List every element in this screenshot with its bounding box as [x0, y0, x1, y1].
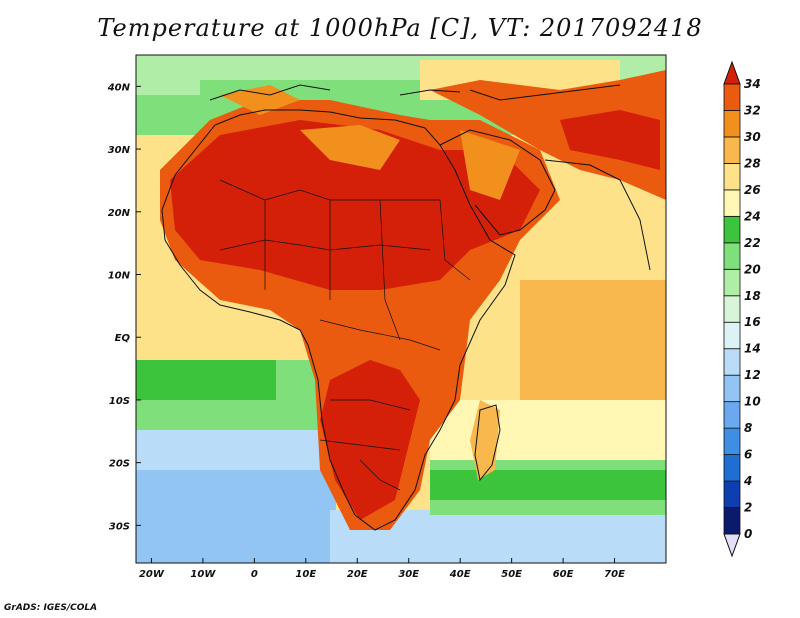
- lat-tick-label: 20N: [108, 208, 131, 219]
- colorbar-segment: [723, 507, 741, 535]
- coastlines: [161, 84, 651, 531]
- colorbar-segment: [723, 348, 741, 376]
- lon-tick-label: 20E: [347, 569, 368, 580]
- plot-frame: [135, 54, 667, 564]
- longitude-axis: 20W 10W 0 10E 20E 30E 40E 50E 60E 70E: [139, 558, 625, 580]
- colorbar-label: 16: [744, 315, 761, 329]
- colorbar-segment: [723, 454, 741, 482]
- latitude-axis: 40N 30N 20N 10N EQ 10S 20S 30S: [107, 82, 141, 532]
- colorbar-label: 6: [744, 448, 752, 462]
- colorbar-label: 34: [744, 77, 761, 91]
- colorbar-bottom-arrow: [723, 533, 741, 558]
- colorbar-segment: [723, 189, 741, 217]
- colorbar-segment: [723, 163, 741, 191]
- colorbar-top-arrow: [723, 60, 741, 85]
- colorbar-label: 2: [744, 501, 752, 515]
- colorbar-segment: [723, 242, 741, 270]
- colorbar-label: 26: [744, 183, 761, 197]
- lat-tick-label: 40N: [107, 82, 131, 93]
- lat-tick-label: 10N: [108, 271, 131, 282]
- colorbar-label: 24: [744, 209, 761, 223]
- lon-tick-label: 30E: [398, 569, 419, 580]
- colorbar-label: 10: [744, 395, 761, 409]
- lat-tick-label: EQ: [115, 333, 131, 344]
- lon-tick-label: 0: [251, 569, 258, 580]
- colorbar-label: 22: [744, 236, 761, 250]
- lat-tick-label: 10S: [109, 396, 130, 407]
- lon-tick-label: 10W: [190, 569, 216, 580]
- colorbar-label: 30: [744, 130, 761, 144]
- colorbar-label: 14: [744, 342, 761, 356]
- colorbar-segment: [723, 321, 741, 350]
- lat-tick-label: 30S: [109, 521, 130, 532]
- colorbar-label: 4: [743, 474, 752, 488]
- colorbar-segment: [723, 427, 741, 455]
- colorbar-label: 0: [744, 527, 752, 541]
- colorbar-segment: [723, 374, 741, 403]
- colorbar-label: 20: [744, 262, 761, 276]
- colorbar-segment: [723, 136, 741, 164]
- chart-title: Temperature at 1000hPa [C], VT: 20170924…: [97, 14, 703, 42]
- colorbar-segment: [723, 480, 741, 508]
- colorbar-segment: [723, 295, 741, 323]
- lon-tick-label: 50E: [501, 569, 522, 580]
- colorbar-label: 12: [744, 368, 761, 382]
- colorbar-segment: [723, 110, 741, 138]
- country-borders: [219, 179, 471, 491]
- lon-tick-label: 60E: [553, 569, 574, 580]
- lat-tick-label: 20S: [109, 459, 130, 470]
- colorbar-segment: [723, 83, 741, 111]
- lat-tick-label: 30N: [108, 145, 131, 156]
- colorbar-label: 28: [744, 156, 761, 170]
- lon-tick-label: 10E: [295, 569, 316, 580]
- lon-tick-label: 40E: [449, 569, 471, 580]
- colorbar-segment: [723, 268, 741, 297]
- colorbar-label: 18: [744, 289, 761, 303]
- colorbar-segment: [723, 401, 741, 429]
- temperature-field: [136, 55, 666, 563]
- lon-tick-label: 20W: [139, 569, 165, 580]
- lon-tick-label: 70E: [604, 569, 625, 580]
- credit-text: GrADS: IGES/COLA: [4, 603, 98, 613]
- colorbar-label: 32: [744, 103, 761, 117]
- colorbar-label: 8: [744, 421, 752, 435]
- colorbar-segment: [723, 215, 741, 244]
